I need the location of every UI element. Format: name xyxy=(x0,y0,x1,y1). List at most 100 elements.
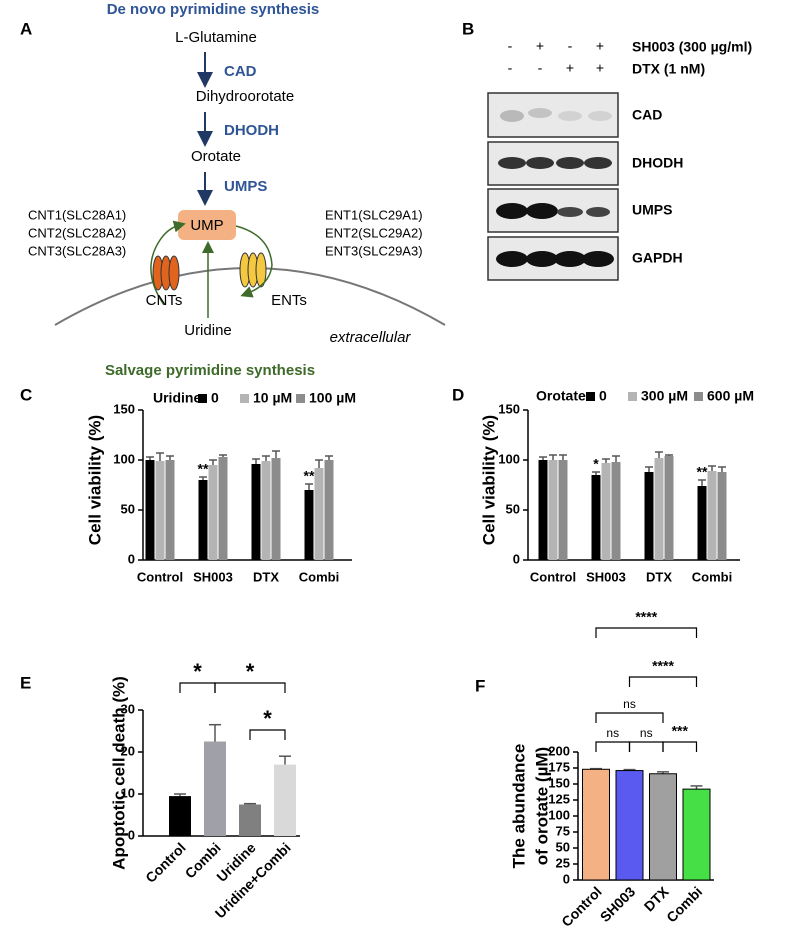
label: Uridine xyxy=(184,322,232,339)
treatment-sign: - xyxy=(508,60,513,76)
ent-channel xyxy=(239,252,267,288)
bar xyxy=(261,461,271,560)
x-tick-label: SH003 xyxy=(193,569,233,584)
y-tick-label: 0 xyxy=(128,551,135,566)
treatment-sign: - xyxy=(538,60,543,76)
salvage-title: Salvage pyrimidine synthesis xyxy=(105,362,315,379)
significance-bracket xyxy=(662,741,698,752)
significance-label: * xyxy=(263,706,272,731)
treatment-sign: + xyxy=(596,38,604,54)
treatment: DTX (1 nM) xyxy=(632,61,705,77)
treatment-sign: + xyxy=(536,38,544,54)
significance-bracket xyxy=(214,682,286,693)
treatment: SH003 (300 µg/ml) xyxy=(632,39,752,55)
blot-bands xyxy=(496,108,614,267)
significance-bracket xyxy=(628,676,698,687)
y-tick-label: 100 xyxy=(548,807,570,822)
significance-bracket xyxy=(628,741,664,752)
significance-label: ns xyxy=(623,697,636,711)
legend-label: 600 µM xyxy=(707,388,754,404)
band-label: GAPDH xyxy=(632,250,683,266)
significance-label: **** xyxy=(652,658,674,674)
significance-label: ns xyxy=(640,726,653,740)
y-tick-label: 100 xyxy=(113,451,135,466)
x-tick-label: SH003 xyxy=(597,883,639,925)
y-tick-label: 0 xyxy=(563,871,570,886)
bar xyxy=(145,460,155,560)
bar xyxy=(591,475,601,560)
transporter: CNT1(SLC28A1) xyxy=(28,207,126,222)
band-label: CAD xyxy=(632,107,662,123)
x-tick-label: Control xyxy=(137,569,183,584)
bar xyxy=(654,458,664,560)
x-tick-label: Combi xyxy=(299,569,339,584)
bar xyxy=(218,457,228,560)
significance-bracket xyxy=(595,741,631,752)
bar xyxy=(615,770,644,881)
treatment-sign: + xyxy=(566,60,574,76)
transporter: ENT3(SLC29A3) xyxy=(325,243,423,258)
bar xyxy=(271,458,281,560)
band-label: UMPS xyxy=(632,202,672,218)
label: ENTs xyxy=(271,292,307,309)
legend-label: 0 xyxy=(599,388,607,404)
y-tick-label: 25 xyxy=(556,855,570,870)
bar xyxy=(707,471,717,560)
transporter: ENT1(SLC29A1) xyxy=(325,207,423,222)
bar xyxy=(155,461,165,560)
treatment-sign: - xyxy=(508,38,513,54)
bar xyxy=(644,472,654,560)
bar xyxy=(601,463,611,560)
bar xyxy=(697,486,707,560)
legend-label: 10 µM xyxy=(253,390,292,406)
annotation: ** xyxy=(198,461,209,477)
significance-label: *** xyxy=(672,723,689,739)
bar xyxy=(314,468,324,560)
significance-bracket xyxy=(179,682,216,693)
x-tick-label: Combi xyxy=(663,883,705,925)
bar xyxy=(664,456,674,560)
y-tick-label: 50 xyxy=(121,501,135,516)
bar xyxy=(538,460,548,560)
legend-swatch xyxy=(198,394,207,403)
y-tick-label: 0 xyxy=(513,551,520,566)
y-tick-label: 20 xyxy=(121,743,135,758)
bar xyxy=(682,788,711,881)
x-tick-label: Control xyxy=(142,839,189,886)
legend-swatch xyxy=(586,392,595,401)
legend-swatch xyxy=(628,392,637,401)
y-tick-label: 150 xyxy=(113,401,135,416)
diagram-title: De novo pyrimidine synthesis xyxy=(107,1,320,18)
bar xyxy=(304,490,314,560)
y-axis-label: Cell viability (%) xyxy=(85,415,104,545)
significance-label: ns xyxy=(606,726,619,740)
bar xyxy=(208,465,218,560)
panel-label: C xyxy=(20,385,32,404)
x-tick-label: SH003 xyxy=(586,569,626,584)
panel-label: A xyxy=(20,19,32,38)
product-box xyxy=(178,210,236,240)
band-label: DHODH xyxy=(632,155,683,171)
significance-bracket xyxy=(595,627,698,638)
bar xyxy=(204,741,226,836)
panel-label: E xyxy=(20,673,31,692)
y-tick-label: 175 xyxy=(548,759,570,774)
y-axis-label: Apoptotic cell death (%) xyxy=(109,676,128,870)
y-tick-label: 200 xyxy=(548,743,570,758)
panel-label: D xyxy=(452,385,464,404)
y-tick-label: 100 xyxy=(498,451,520,466)
bar xyxy=(165,460,175,560)
legend-title: Uridine xyxy=(153,390,201,406)
bar xyxy=(717,472,727,560)
y-tick-label: 10 xyxy=(121,785,135,800)
bar xyxy=(324,460,334,560)
x-tick-label: DTX xyxy=(253,569,279,584)
bar xyxy=(558,460,568,560)
legend-title: Orotate xyxy=(536,388,586,404)
panel-label: B xyxy=(462,19,474,38)
bar xyxy=(198,480,208,560)
legend-swatch xyxy=(296,394,305,403)
step: Dihydroorotate xyxy=(196,88,294,105)
x-tick-label: Combi xyxy=(692,569,732,584)
enzyme: DHODH xyxy=(224,122,279,139)
